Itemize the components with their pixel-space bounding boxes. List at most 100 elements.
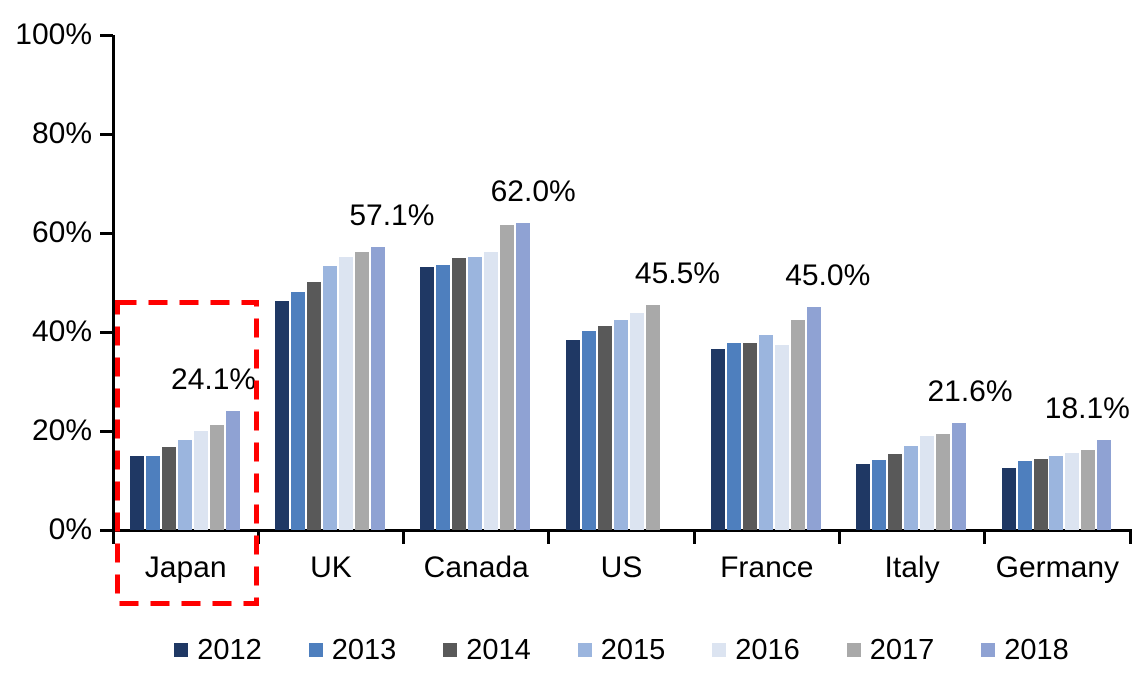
bar-italy-2018 bbox=[952, 423, 967, 530]
bar-germany-2012 bbox=[1001, 468, 1016, 530]
category-label-us: US bbox=[600, 551, 643, 584]
value-label-canada: 62.0% bbox=[490, 175, 576, 209]
legend: 2012 2013 2014 2015 2016 2017 2018 bbox=[113, 631, 1130, 669]
bar-uk-2013 bbox=[291, 292, 306, 530]
bar-france-2014 bbox=[742, 342, 757, 530]
bar-italy-2014 bbox=[888, 453, 903, 530]
bar-canada-2014 bbox=[452, 257, 467, 530]
bar-uk-2012 bbox=[275, 300, 290, 530]
value-label-japan: 24.1% bbox=[171, 362, 257, 396]
value-label-germany: 18.1% bbox=[1044, 392, 1130, 426]
y-axis-tick bbox=[100, 429, 113, 433]
bar-france-2018 bbox=[806, 307, 821, 530]
y-axis-label: 0% bbox=[48, 513, 92, 546]
bar-france-2015 bbox=[758, 334, 773, 530]
bar-us-2012 bbox=[565, 340, 580, 530]
category-label-uk: UK bbox=[310, 551, 352, 584]
bar-germany-2017 bbox=[1081, 450, 1096, 530]
bar-germany-2013 bbox=[1017, 460, 1032, 530]
bar-germany-2014 bbox=[1033, 458, 1048, 530]
y-axis-line bbox=[111, 35, 115, 533]
legend-label-2015: 2015 bbox=[600, 633, 666, 666]
bar-canada-2018 bbox=[516, 223, 531, 530]
bar-uk-2018 bbox=[370, 247, 385, 530]
bar-uk-2017 bbox=[354, 252, 369, 530]
category-label-canada: Canada bbox=[423, 551, 529, 584]
legend-item-2013: 2013 bbox=[308, 633, 397, 666]
y-axis-label: 60% bbox=[31, 216, 92, 249]
bar-germany-2015 bbox=[1049, 456, 1064, 530]
x-axis-tick bbox=[837, 530, 841, 544]
x-axis-tick bbox=[692, 530, 696, 544]
y-axis-label: 80% bbox=[31, 117, 92, 150]
bar-canada-2013 bbox=[436, 264, 451, 530]
y-axis-label: 40% bbox=[31, 315, 92, 348]
y-axis-label: 100% bbox=[15, 18, 92, 51]
bar-germany-2018 bbox=[1097, 440, 1112, 530]
bar-uk-2016 bbox=[338, 257, 353, 530]
x-axis-tick bbox=[1128, 530, 1132, 544]
x-axis-tick bbox=[402, 530, 406, 544]
bar-canada-2015 bbox=[468, 257, 483, 530]
value-label-us: 45.5% bbox=[634, 256, 720, 290]
legend-swatch-2012 bbox=[174, 643, 189, 657]
x-axis-tick bbox=[547, 530, 551, 544]
bar-us-2015 bbox=[613, 319, 628, 530]
legend-swatch-2016 bbox=[712, 643, 727, 657]
bar-italy-2013 bbox=[872, 459, 887, 530]
value-label-uk: 57.1% bbox=[349, 199, 435, 233]
legend-swatch-2017 bbox=[846, 643, 861, 657]
legend-item-2012: 2012 bbox=[174, 633, 262, 666]
bar-uk-2015 bbox=[323, 266, 338, 530]
bar-us-2017 bbox=[645, 304, 660, 530]
legend-item-2016: 2016 bbox=[712, 635, 800, 665]
bar-france-2013 bbox=[726, 342, 741, 530]
bar-italy-2015 bbox=[904, 445, 919, 530]
x-axis-tick bbox=[111, 530, 115, 544]
legend-swatch-2015 bbox=[577, 643, 592, 657]
y-axis-tick bbox=[100, 132, 113, 136]
legend-item-2014: 2014 bbox=[443, 633, 531, 666]
bar-japan-2013 bbox=[145, 455, 160, 530]
bar-canada-2017 bbox=[500, 225, 515, 530]
y-axis-tick bbox=[100, 528, 113, 532]
legend-label-2013: 2013 bbox=[331, 633, 397, 666]
y-axis-tick bbox=[100, 330, 113, 334]
category-label-italy: Italy bbox=[884, 551, 940, 584]
x-axis-tick bbox=[983, 530, 987, 544]
legend-label-2018: 2018 bbox=[1004, 633, 1069, 666]
legend-label-2017: 2017 bbox=[869, 633, 935, 666]
legend-swatch-2014 bbox=[443, 643, 458, 657]
legend-item-2015: 2015 bbox=[577, 633, 666, 666]
bar-japan-2016 bbox=[193, 431, 208, 530]
bar-canada-2012 bbox=[420, 267, 435, 530]
value-label-italy: 21.6% bbox=[927, 375, 1013, 409]
bar-germany-2016 bbox=[1065, 453, 1080, 530]
y-axis-tick bbox=[100, 231, 113, 235]
bar-japan-2012 bbox=[129, 456, 144, 530]
legend-swatch-2013 bbox=[308, 643, 323, 657]
bar-italy-2017 bbox=[936, 434, 951, 530]
bar-japan-2014 bbox=[161, 447, 176, 530]
legend-item-2018: 2018 bbox=[981, 633, 1069, 666]
bar-us-2014 bbox=[597, 325, 612, 530]
y-axis-label: 20% bbox=[31, 414, 92, 447]
bar-japan-2017 bbox=[209, 425, 224, 530]
legend-item-2017: 2017 bbox=[846, 633, 935, 666]
bar-japan-2015 bbox=[177, 440, 192, 530]
x-axis-tick bbox=[256, 530, 260, 544]
bar-france-2017 bbox=[790, 319, 805, 530]
bar-italy-2016 bbox=[920, 435, 935, 530]
legend-label-2014: 2014 bbox=[466, 633, 531, 666]
bar-uk-2014 bbox=[307, 282, 322, 530]
y-axis-tick bbox=[100, 33, 113, 37]
category-label-france: France bbox=[720, 551, 814, 584]
bar-us-2016 bbox=[629, 313, 644, 530]
legend-swatch-2018 bbox=[981, 643, 996, 657]
bar-france-2012 bbox=[711, 349, 726, 530]
bar-japan-2018 bbox=[225, 410, 240, 530]
bar-france-2016 bbox=[774, 344, 789, 530]
bar-canada-2016 bbox=[484, 251, 499, 530]
legend-label-2012: 2012 bbox=[197, 633, 262, 666]
